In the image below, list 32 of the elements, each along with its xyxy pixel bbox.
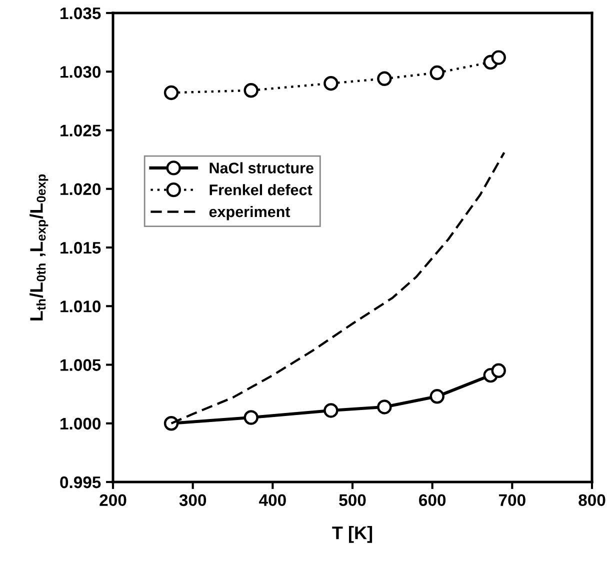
x-axis-title: T [K] (332, 526, 372, 543)
point (324, 76, 338, 91)
x-tick-label: 300 (179, 494, 206, 506)
point (244, 410, 258, 425)
point (164, 85, 179, 100)
point (324, 403, 338, 418)
y-tick-label: 1.025 (60, 124, 101, 136)
y-tick-label: 1.005 (60, 359, 101, 371)
point (430, 389, 444, 404)
legend-label: experiment (209, 206, 290, 220)
y-tick-label: 1.030 (60, 66, 101, 78)
point (491, 50, 506, 65)
x-tick-label: 500 (339, 494, 366, 506)
point (377, 71, 392, 86)
x-tick-label: 800 (578, 494, 606, 506)
point (244, 83, 258, 98)
y-tick-label: 1.015 (60, 242, 101, 254)
legend-label: NaCl structure (210, 162, 314, 174)
x-tick-label: 400 (259, 494, 286, 506)
y-tick-label: 0.995 (60, 476, 101, 488)
y-tick-label: 1.000 (60, 418, 101, 430)
y-axis-title: L$_{th}$/L$_{0th}$ ,L$_{exp}$/L$_{0exp}$ (30, 174, 48, 320)
legend-label: Frenkel defect (210, 184, 312, 196)
y-tick-label: 1.010 (60, 300, 101, 312)
point (491, 363, 506, 378)
point (377, 400, 392, 414)
x-tick-label: 600 (419, 494, 446, 506)
y-tick-label: 1.035 (60, 7, 101, 20)
y-tick-label: 1.020 (60, 183, 101, 196)
x-tick-label: 700 (498, 494, 526, 506)
x-tick-label: 200 (100, 494, 126, 506)
point (430, 65, 444, 80)
